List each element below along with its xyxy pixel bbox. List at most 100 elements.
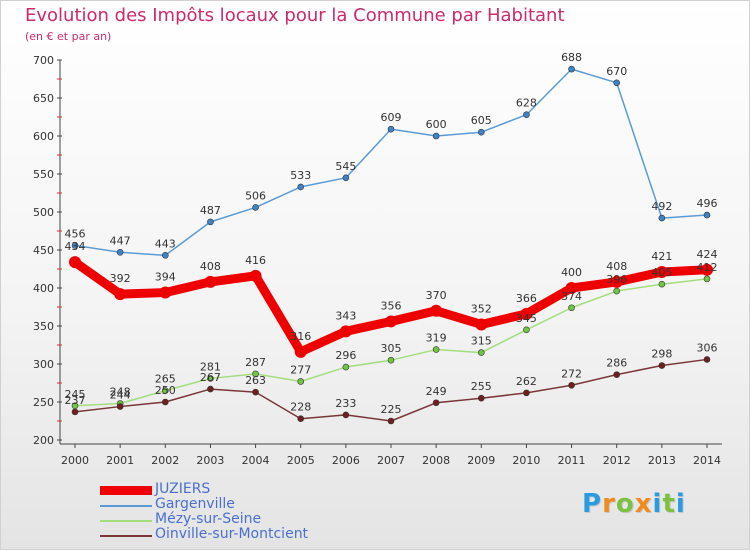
data-label-gargenville: 628 (516, 97, 537, 110)
data-label-gargenville: 487 (200, 204, 221, 217)
data-point-gargenville (207, 218, 214, 226)
data-label-mezy-sur-seine: 396 (606, 273, 627, 286)
data-point-oinville-sur-montcient (432, 399, 440, 407)
data-label-juziers: 356 (381, 299, 402, 312)
x-tick-label: 2009 (467, 454, 495, 467)
x-tick-label: 2000 (61, 454, 89, 467)
data-label-gargenville: 545 (335, 160, 356, 173)
x-tick-label: 2004 (242, 454, 270, 467)
y-tick-label: 200 (33, 434, 54, 447)
data-label-oinville-sur-montcient: 244 (110, 389, 131, 402)
data-point-mezy-sur-seine (523, 326, 530, 334)
x-tick-label: 2008 (422, 454, 450, 467)
x-tick-label: 2013 (648, 454, 676, 467)
data-label-gargenville: 605 (471, 114, 492, 127)
data-label-oinville-sur-montcient: 286 (606, 357, 627, 370)
page-title: Evolution des Impôts locaux pour la Comm… (25, 5, 565, 26)
data-point-gargenville (703, 211, 711, 219)
proxiti-logo: Proxiti (582, 489, 686, 519)
data-point-oinville-sur-montcient (116, 403, 124, 410)
data-label-mezy-sur-seine: 319 (426, 332, 447, 345)
data-point-oinville-sur-montcient (613, 371, 621, 378)
x-tick-label: 2005 (287, 454, 315, 467)
data-point-mezy-sur-seine (658, 280, 666, 288)
data-label-gargenville: 506 (245, 189, 266, 202)
data-point-gargenville (523, 111, 530, 119)
data-label-oinville-sur-montcient: 263 (245, 374, 266, 387)
data-label-gargenville: 600 (426, 118, 447, 131)
data-point-oinville-sur-montcient (342, 411, 350, 419)
data-point-gargenville (387, 125, 395, 133)
data-point-mezy-sur-seine (477, 349, 485, 356)
legend-label-mezy-sur-seine: Mézy-sur-Seine (155, 511, 262, 527)
legend-label-oinville-sur-montcient: Oinville-sur-Montcient (155, 526, 309, 542)
data-label-gargenville: 496 (697, 197, 718, 210)
data-point-gargenville (297, 183, 305, 191)
y-tick-label: 550 (33, 168, 54, 181)
data-point-gargenville (613, 79, 621, 87)
legend-label-juziers: JUZIERS (155, 481, 211, 497)
data-point-oinville-sur-montcient (477, 394, 485, 402)
data-label-juziers: 400 (561, 266, 582, 279)
data-point-juziers (69, 256, 81, 269)
data-point-juziers (204, 275, 217, 288)
data-label-mezy-sur-seine: 405 (651, 266, 672, 279)
y-tick-label: 400 (33, 282, 54, 295)
data-point-juziers (159, 286, 172, 299)
data-label-oinville-sur-montcient: 228 (290, 401, 311, 414)
data-label-juziers: 366 (516, 292, 537, 305)
data-point-juziers (475, 318, 488, 331)
legend-swatch-gargenville (100, 505, 152, 507)
logo-letter: r (602, 489, 616, 519)
data-point-juziers (114, 288, 127, 301)
data-label-juziers: 416 (245, 254, 266, 267)
chart-axes: 200 250 300 350 400 450 500 550 600 650 700 2000 200… (33, 54, 722, 467)
data-point-mezy-sur-seine (568, 304, 575, 312)
data-label-juziers: 424 (697, 248, 718, 261)
data-point-mezy-sur-seine (161, 387, 169, 394)
legend-label-gargenville: Gargenville (155, 496, 235, 512)
data-label-gargenville: 533 (290, 169, 311, 182)
data-point-juziers (610, 275, 623, 288)
data-label-juziers: 343 (335, 309, 356, 322)
data-label-gargenville: 688 (561, 51, 582, 64)
data-label-gargenville: 670 (606, 65, 627, 78)
data-label-mezy-sur-seine: 245 (65, 388, 86, 401)
data-label-juziers: 370 (426, 289, 447, 302)
data-point-gargenville (116, 248, 124, 256)
data-point-oinville-sur-montcient (703, 356, 711, 363)
data-point-juziers (565, 282, 578, 294)
data-label-oinville-sur-montcient: 237 (65, 394, 86, 407)
data-point-mezy-sur-seine (342, 363, 350, 371)
data-label-mezy-sur-seine: 345 (516, 312, 537, 325)
data-point-oinville-sur-montcient (252, 388, 259, 396)
data-label-oinville-sur-montcient: 306 (697, 341, 718, 354)
y-tick-label: 350 (33, 320, 54, 333)
data-label-juziers: 421 (651, 250, 672, 263)
legend-swatch-oinville-sur-montcient (100, 535, 152, 537)
logo-letter: t (662, 489, 676, 519)
x-tick-label: 2011 (558, 454, 586, 467)
data-label-juziers: 352 (471, 302, 492, 315)
data-label-mezy-sur-seine: 265 (155, 373, 176, 386)
legend-swatch-juziers (100, 486, 152, 495)
data-point-gargenville (161, 252, 169, 259)
data-label-gargenville: 609 (381, 111, 402, 124)
data-label-oinville-sur-montcient: 250 (155, 384, 176, 397)
data-point-mezy-sur-seine (297, 378, 305, 385)
x-tick-label: 2003 (196, 454, 224, 467)
data-point-juziers (249, 269, 262, 282)
data-point-oinville-sur-montcient (523, 389, 530, 397)
data-label-juziers: 434 (65, 240, 86, 253)
data-point-gargenville (477, 128, 485, 136)
data-label-mezy-sur-seine: 281 (200, 360, 221, 373)
chart-data-labels: 456 447 443 487 506 533 545 609 600 605 628 688 670 4… (65, 51, 718, 416)
data-point-oinville-sur-montcient (71, 408, 79, 416)
data-point-oinville-sur-montcient (297, 415, 305, 423)
data-point-gargenville (568, 65, 575, 73)
data-point-mezy-sur-seine (432, 346, 440, 353)
data-point-juziers (701, 263, 713, 276)
x-tick-label: 2014 (693, 454, 721, 467)
series-line-gargenville (74, 68, 708, 257)
data-point-gargenville (252, 204, 259, 211)
